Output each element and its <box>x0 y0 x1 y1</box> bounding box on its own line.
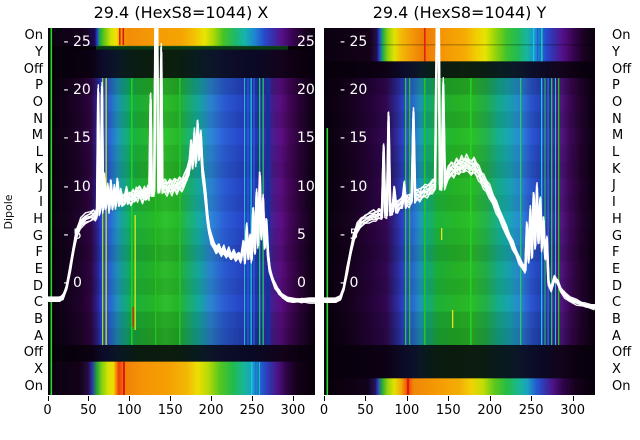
row-label-off: Off <box>612 345 632 361</box>
row-label-on: On <box>24 378 43 394</box>
row-label-on: On <box>612 378 631 394</box>
row-label-y: Y <box>35 45 43 61</box>
row-label-off: Off <box>23 61 43 77</box>
row-label-p: P <box>612 78 620 94</box>
row-label-off: Off <box>23 345 43 361</box>
row-label-p: P <box>35 78 43 94</box>
x-axis-tick-label: 100 <box>394 403 420 418</box>
x-axis-tick <box>324 396 325 401</box>
x-axis-tick-label: 200 <box>198 403 224 418</box>
row-label-off: Off <box>612 61 632 77</box>
row-label-a: A <box>34 328 43 344</box>
x-axis-tick <box>406 396 408 401</box>
row-label-k: K <box>34 161 43 177</box>
row-label-h: H <box>612 211 622 227</box>
row-label-o: O <box>32 95 43 111</box>
row-label-h: H <box>33 211 43 227</box>
row-label-g: G <box>612 228 623 244</box>
x-axis-tick-label: 100 <box>116 403 142 418</box>
x-axis-tick <box>365 396 367 401</box>
row-label-b: B <box>612 311 621 327</box>
row-label-f: F <box>35 245 43 261</box>
x-axis-tick-label: 300 <box>280 403 306 418</box>
row-label-n: N <box>612 111 622 127</box>
row-label-g: G <box>32 228 43 244</box>
row-label-l: L <box>35 145 43 161</box>
x-axis-tick <box>211 396 213 401</box>
row-label-i: I <box>39 195 43 211</box>
x-axis-tick <box>448 396 450 401</box>
row-label-k: K <box>612 161 621 177</box>
row-label-l: L <box>612 145 620 161</box>
row-label-a: A <box>612 328 621 344</box>
x-axis-tick-label: 50 <box>357 403 374 418</box>
x-axis-tick-label: 0 <box>319 403 329 418</box>
row-label-d: D <box>612 278 623 294</box>
row-label-y: Y <box>612 45 620 61</box>
row-label-n: N <box>33 111 43 127</box>
x-axis-tick <box>572 396 574 401</box>
row-label-e: E <box>612 261 621 277</box>
row-label-m: M <box>612 128 624 144</box>
x-axis-tick-label: 50 <box>80 403 97 418</box>
x-axis-tick <box>129 396 131 401</box>
x-axis-tick <box>170 396 172 401</box>
x-axis-tick <box>88 396 90 401</box>
row-label-f: F <box>612 245 620 261</box>
row-label-on: On <box>24 28 43 44</box>
row-label-d: D <box>32 278 43 294</box>
heatmap-panel-y <box>324 28 595 395</box>
row-label-x: X <box>34 361 43 377</box>
row-label-j: J <box>39 178 43 194</box>
x-axis-tick-label: 0 <box>43 403 52 418</box>
x-axis-tick-label: 150 <box>157 403 183 418</box>
x-axis-tick-label: 250 <box>518 403 544 418</box>
heatmap-panel-x <box>47 28 315 395</box>
x-axis-tick <box>531 396 533 401</box>
x-axis-tick <box>489 396 491 401</box>
row-label-o: O <box>612 95 623 111</box>
panel-x-title: 29.4 (HexS8=1044) X <box>93 3 269 22</box>
row-label-i: I <box>612 195 616 211</box>
row-label-j: J <box>612 178 616 194</box>
x-axis-tick <box>252 396 253 401</box>
row-label-c: C <box>33 295 43 311</box>
row-label-m: M <box>31 128 43 144</box>
x-axis-tick-label: 200 <box>477 403 503 418</box>
row-label-c: C <box>612 295 622 311</box>
row-label-b: B <box>34 311 43 327</box>
panel-y-title: 29.4 (HexS8=1044) Y <box>372 3 547 22</box>
x-axis-tick-label: 150 <box>435 403 461 418</box>
x-axis-tick-label: 250 <box>239 403 265 418</box>
row-label-x: X <box>612 361 621 377</box>
x-axis-tick-label: 300 <box>560 403 586 418</box>
row-label-on: On <box>612 28 631 44</box>
row-label-e: E <box>34 261 43 277</box>
x-axis-tick <box>292 396 294 401</box>
x-axis-tick <box>47 396 49 401</box>
